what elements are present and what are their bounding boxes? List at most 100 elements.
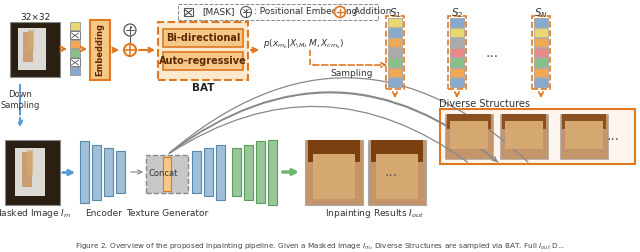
Bar	[450, 121, 488, 149]
Bar	[70, 58, 80, 66]
Bar	[5, 140, 60, 205]
FancyArrowPatch shape	[170, 106, 468, 162]
Bar	[388, 78, 402, 87]
Bar	[178, 4, 378, 20]
Bar	[388, 18, 402, 27]
Bar	[534, 18, 548, 27]
Bar	[440, 109, 635, 164]
Bar	[308, 140, 360, 162]
Text: $S_N$: $S_N$	[534, 6, 548, 20]
Bar	[376, 154, 418, 199]
Bar	[104, 148, 113, 196]
Bar	[90, 20, 110, 80]
Bar	[565, 121, 603, 149]
Bar	[560, 114, 608, 159]
Bar	[500, 114, 548, 159]
Text: : Positional Embedding: : Positional Embedding	[254, 8, 357, 16]
Bar	[388, 38, 402, 47]
Bar	[116, 151, 125, 193]
Text: Bi-directional: Bi-directional	[166, 33, 240, 43]
Bar	[23, 32, 33, 62]
Text: $S_1$: $S_1$	[388, 6, 401, 20]
Circle shape	[241, 7, 252, 17]
Bar	[10, 22, 60, 77]
Bar	[244, 145, 253, 200]
Circle shape	[335, 7, 346, 17]
Bar	[158, 22, 248, 80]
Bar	[371, 140, 423, 162]
Bar	[305, 140, 363, 205]
Bar	[28, 30, 34, 50]
Text: [MASK]: [MASK]	[202, 8, 234, 16]
Bar	[450, 78, 464, 87]
Bar	[27, 150, 33, 175]
Bar	[450, 58, 464, 67]
Bar	[450, 68, 464, 77]
Bar	[388, 58, 402, 67]
Text: Encoder: Encoder	[86, 208, 122, 217]
Bar	[163, 157, 171, 191]
Text: Masked Image $I_m$: Masked Image $I_m$	[0, 206, 72, 219]
Bar	[256, 141, 265, 203]
Text: Figure 2. Overview of the proposed inpainting pipeline. Given a Masked Image $I_: Figure 2. Overview of the proposed inpai…	[75, 242, 565, 252]
Text: $S_2$: $S_2$	[451, 6, 463, 20]
Bar	[368, 140, 426, 205]
Bar	[70, 40, 80, 48]
FancyArrowPatch shape	[169, 93, 498, 162]
Text: : Addition: : Addition	[348, 8, 392, 16]
Text: Concat: Concat	[148, 170, 178, 178]
Bar	[450, 28, 464, 37]
Bar	[534, 68, 548, 77]
Bar	[70, 31, 80, 39]
Text: $p(x_{m_k}|X_{\backslash M}, M, X_{cm_k})$: $p(x_{m_k}|X_{\backslash M}, M, X_{cm_k}…	[263, 37, 344, 51]
Bar	[216, 145, 225, 200]
Bar	[232, 148, 241, 196]
Bar	[184, 8, 193, 16]
Bar	[447, 114, 491, 129]
Bar	[192, 151, 201, 193]
Bar	[80, 141, 89, 203]
Bar	[313, 154, 355, 199]
Bar	[562, 114, 606, 129]
Text: BAT: BAT	[192, 83, 214, 93]
Bar	[268, 140, 277, 205]
Bar	[505, 121, 543, 149]
Bar	[22, 152, 32, 187]
FancyArrowPatch shape	[172, 92, 497, 161]
Bar	[92, 145, 101, 200]
Bar	[534, 28, 548, 37]
Bar	[450, 18, 464, 27]
FancyArrowPatch shape	[169, 78, 528, 162]
Bar	[386, 16, 404, 89]
Bar	[388, 68, 402, 77]
Bar	[448, 16, 466, 89]
Text: Sampling: Sampling	[330, 69, 372, 78]
Text: Texture Generator: Texture Generator	[126, 208, 208, 217]
Bar	[534, 48, 548, 57]
Bar	[70, 49, 80, 57]
Text: 32×32: 32×32	[20, 13, 50, 21]
Bar	[388, 28, 402, 37]
Circle shape	[124, 24, 136, 36]
Circle shape	[124, 44, 136, 56]
Bar	[532, 16, 550, 89]
Bar	[204, 148, 213, 196]
Bar	[450, 48, 464, 57]
Bar	[70, 67, 80, 75]
Text: ...: ...	[607, 130, 620, 143]
Bar	[534, 38, 548, 47]
Bar	[534, 78, 548, 87]
Text: Down
Sampling: Down Sampling	[0, 90, 40, 110]
Text: Embedding: Embedding	[95, 23, 104, 77]
Bar	[18, 28, 46, 70]
Bar	[502, 114, 546, 129]
Bar	[146, 155, 188, 193]
Bar	[445, 114, 493, 159]
Text: ...: ...	[485, 46, 499, 60]
Text: Auto-regressive: Auto-regressive	[159, 56, 247, 66]
Bar	[388, 48, 402, 57]
Bar	[15, 148, 45, 196]
Bar	[163, 52, 243, 70]
Text: Diverse Structures: Diverse Structures	[439, 99, 530, 109]
Bar	[163, 29, 243, 47]
